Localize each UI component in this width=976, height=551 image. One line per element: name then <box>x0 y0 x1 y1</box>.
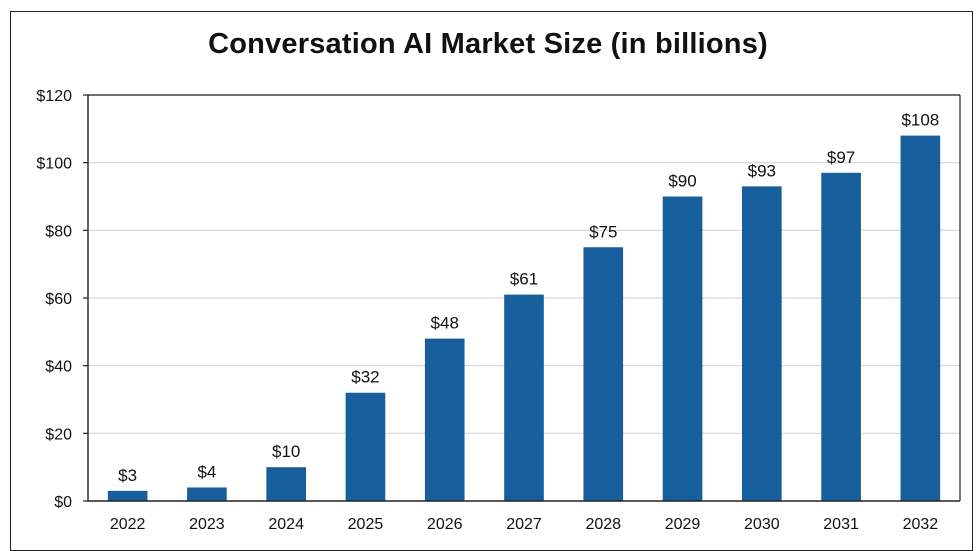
bar <box>662 196 703 501</box>
y-tick-label: $40 <box>45 359 72 376</box>
data-label: $93 <box>748 161 776 180</box>
bar <box>107 490 148 501</box>
y-tick-label: $60 <box>45 291 72 308</box>
chart-frame <box>10 11 973 551</box>
bar <box>583 247 624 501</box>
y-tick-label: $20 <box>45 426 72 443</box>
y-tick-label: $80 <box>45 223 72 240</box>
x-tick-label: 2031 <box>823 516 859 533</box>
data-label: $108 <box>901 111 939 130</box>
data-label: $3 <box>118 466 137 485</box>
bar <box>266 467 306 501</box>
y-tick-label: $100 <box>36 156 72 173</box>
x-tick-label: 2028 <box>585 516 621 533</box>
x-tick-label: 2032 <box>903 516 939 533</box>
x-tick-label: 2030 <box>744 516 780 533</box>
data-label: $10 <box>272 442 300 461</box>
x-tick-label: 2024 <box>268 516 304 533</box>
data-label: $90 <box>668 172 696 191</box>
chart-title: Conversation AI Market Size (in billions… <box>208 28 768 60</box>
bar <box>187 487 227 501</box>
bars <box>107 135 941 502</box>
x-tick-label: 2023 <box>189 516 225 533</box>
x-tick-label: 2027 <box>506 516 542 533</box>
axes <box>83 94 961 502</box>
data-label: $4 <box>197 462 216 481</box>
data-label: $61 <box>510 270 538 289</box>
x-tick-label: 2026 <box>427 516 463 533</box>
x-tick-label: 2022 <box>110 516 146 533</box>
y-tick-label: $120 <box>36 88 72 105</box>
x-tick-label: 2025 <box>348 516 384 533</box>
bar <box>345 392 386 501</box>
data-label: $97 <box>827 148 855 167</box>
data-label: $32 <box>351 368 379 387</box>
y-tick-label: $0 <box>54 494 72 511</box>
bar <box>504 294 544 501</box>
labels: $0 $20 $40 $60 $80 $100 $120 $3 2022 $4 2023 $10 202… <box>36 88 939 533</box>
bar <box>821 172 861 502</box>
bar <box>424 338 465 501</box>
data-label: $48 <box>431 314 459 333</box>
bar <box>900 135 941 501</box>
bar <box>742 186 782 501</box>
x-tick-label: 2029 <box>665 516 701 533</box>
data-label: $75 <box>589 222 617 241</box>
